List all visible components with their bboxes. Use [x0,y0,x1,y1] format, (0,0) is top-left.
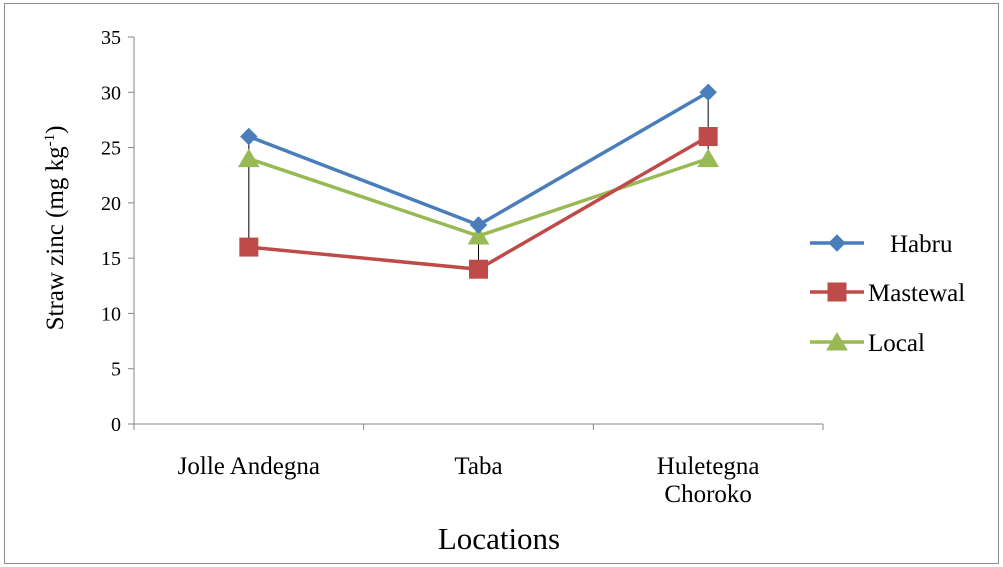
legend-item-local: Local [810,330,925,357]
data-point-diamond [828,234,846,252]
legend-item-habru: Habru [810,231,953,258]
series-mastewal [239,127,718,279]
y-tick-label: 30 [101,82,121,104]
x-category-label-line: Huletegna [657,453,760,480]
x-category-label-line: Jolle Andegna [178,453,320,480]
data-point-square [698,127,718,147]
legend-label: Habru [890,231,953,258]
series-local [237,148,720,245]
data-point-diamond [699,83,717,101]
data-point-triangle [697,148,720,168]
series-layer [237,83,720,279]
x-axis-title: Locations [438,521,560,556]
y-tick-label: 20 [101,193,121,215]
y-tick-label: 25 [101,138,121,160]
series-habru [240,83,717,234]
y-tick-label: 35 [101,27,121,49]
axes: 0 5 10 15 20 25 30 35 Jolle Andegna Taba Huletegna… [101,27,824,508]
y-axis-title: Straw zinc (mg kg-1) [42,126,69,331]
data-point-triangle [467,226,490,245]
x-category-label: Jolle Andegna [178,453,320,480]
y-axis-title-superscript: -1 [42,134,58,147]
legend: Habru Mastewal Local [810,231,965,357]
legend-label: Local [868,330,925,357]
y-axis-title-close: ) [42,126,69,134]
y-tick-label: 15 [101,248,121,270]
y-tick-label: 5 [111,359,121,381]
data-point-diamond [469,216,488,234]
x-category-label: Huletegna Choroko [657,453,760,508]
legend-label: Mastewal [868,280,965,307]
y-tick-label: 0 [111,414,121,436]
data-point-diamond [240,127,258,146]
data-point-square [239,237,259,257]
y-axis-title-main: Straw zinc (mg kg [42,146,69,330]
data-point-triangle [826,332,848,351]
x-category-label-line: Choroko [664,481,752,508]
x-category-label-line: Taba [454,453,502,480]
data-point-square [827,282,847,302]
legend-item-mastewal: Mastewal [810,280,965,307]
data-point-square [469,259,488,279]
x-category-label: Taba [454,453,502,480]
data-point-triangle [237,148,260,168]
series-line [248,90,710,227]
y-tick-label: 10 [101,303,121,325]
